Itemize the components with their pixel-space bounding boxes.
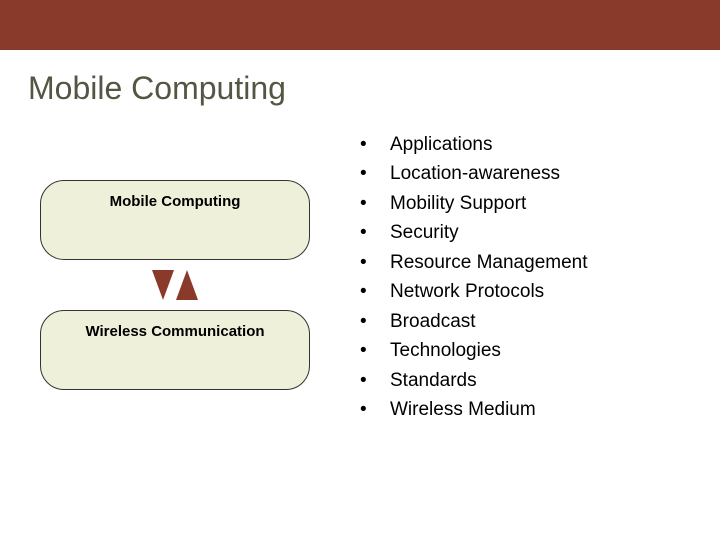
bullet-text: Wireless Medium bbox=[390, 395, 536, 424]
bullet-text: Applications bbox=[390, 130, 492, 159]
bullet-text: Network Protocols bbox=[390, 277, 544, 306]
page-title: Mobile Computing bbox=[28, 70, 720, 107]
bullet-marker: • bbox=[360, 248, 390, 277]
bullet-list: •Applications•Location-awareness•Mobilit… bbox=[360, 130, 720, 424]
list-item: •Applications bbox=[360, 130, 720, 159]
bullet-text: Security bbox=[390, 218, 459, 247]
bullet-marker: • bbox=[360, 395, 390, 424]
list-item: •Location-awareness bbox=[360, 159, 720, 188]
bullet-text: Broadcast bbox=[390, 307, 476, 336]
list-item: •Standards bbox=[360, 366, 720, 395]
bullet-marker: • bbox=[360, 277, 390, 306]
list-item: •Broadcast bbox=[360, 307, 720, 336]
list-item: •Wireless Medium bbox=[360, 395, 720, 424]
header-bar bbox=[0, 0, 720, 50]
bullet-marker: • bbox=[360, 366, 390, 395]
list-item: •Technologies bbox=[360, 336, 720, 365]
content-area: Mobile Computing Wireless Communication … bbox=[0, 130, 720, 424]
list-item: •Security bbox=[360, 218, 720, 247]
bullet-marker: • bbox=[360, 336, 390, 365]
bullet-marker: • bbox=[360, 159, 390, 188]
bullet-text: Standards bbox=[390, 366, 477, 395]
bullet-text: Location-awareness bbox=[390, 159, 560, 188]
bullet-marker: • bbox=[360, 218, 390, 247]
bullet-text: Resource Management bbox=[390, 248, 588, 277]
arrow-down-icon bbox=[152, 270, 174, 300]
bullet-marker: • bbox=[360, 130, 390, 159]
arrow-up-icon bbox=[176, 270, 198, 300]
list-item: •Resource Management bbox=[360, 248, 720, 277]
bullet-marker: • bbox=[360, 189, 390, 218]
list-item: •Mobility Support bbox=[360, 189, 720, 218]
bullet-text: Technologies bbox=[390, 336, 501, 365]
bullet-marker: • bbox=[360, 307, 390, 336]
box-top-label: Mobile Computing bbox=[110, 193, 241, 210]
bidirectional-arrow bbox=[40, 270, 310, 300]
box-bottom-label: Wireless Communication bbox=[85, 323, 264, 340]
box-mobile-computing: Mobile Computing bbox=[40, 180, 310, 260]
list-item: •Network Protocols bbox=[360, 277, 720, 306]
diagram-column: Mobile Computing Wireless Communication bbox=[0, 130, 340, 424]
box-wireless-communication: Wireless Communication bbox=[40, 310, 310, 390]
bullet-text: Mobility Support bbox=[390, 189, 526, 218]
bullet-column: •Applications•Location-awareness•Mobilit… bbox=[340, 130, 720, 424]
